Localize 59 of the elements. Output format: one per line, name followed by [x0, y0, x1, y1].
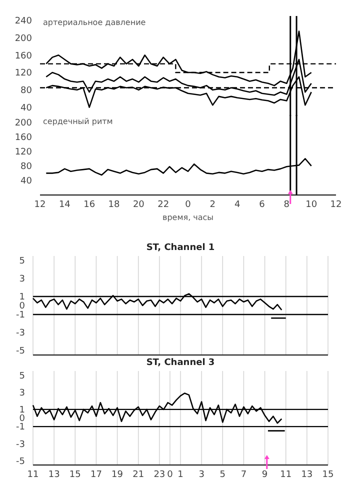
- y-tick-label: 5: [19, 371, 25, 382]
- x-tick-label: 11: [280, 470, 292, 480]
- x-tick-label: 0: [167, 470, 174, 480]
- x-tick-label: 13: [48, 470, 60, 480]
- y-tick-label: 0: [19, 414, 26, 424]
- y-tick-label: -5: [16, 346, 25, 357]
- y-tick-label: 40: [20, 103, 32, 114]
- x-tick-label: 19: [112, 470, 124, 480]
- x-tick-label: 15: [69, 470, 81, 480]
- x-tick-label: 16: [84, 200, 96, 210]
- x-tick-label: 1: [178, 470, 184, 480]
- x-tick-label: 2: [210, 200, 216, 210]
- x-tick-label: 23: [154, 470, 166, 480]
- y-tick-label: 200: [14, 118, 32, 128]
- chart-title: сердечный ритм: [43, 117, 113, 126]
- y-tick-label: 0: [19, 302, 26, 312]
- x-tick-label: 12: [330, 200, 342, 210]
- chart-title: артериальное давление: [43, 18, 146, 27]
- x-tick-label: 22: [158, 200, 170, 210]
- y-tick-label: 240: [14, 16, 32, 26]
- x-tick-label: 20: [132, 200, 145, 210]
- y-tick-label: 120: [14, 148, 32, 158]
- x-tick-label: 17: [90, 470, 102, 480]
- x-tick-label: 15: [322, 470, 334, 480]
- y-tick-label: 80: [20, 86, 32, 96]
- y-tick-label: 3: [19, 388, 25, 399]
- y-tick-label: -3: [16, 440, 25, 450]
- x-tick-label: 8: [284, 200, 290, 210]
- y-tick-label: -3: [16, 328, 25, 339]
- y-tick-label: -1: [16, 422, 25, 433]
- x-tick-label: 6: [259, 200, 266, 210]
- y-tick-label: 200: [14, 34, 32, 44]
- chart-title: ST, Channel 3: [146, 358, 215, 368]
- x-tick-label: 12: [34, 200, 46, 210]
- x-tick-label: 21: [132, 470, 144, 480]
- y-tick-label: 160: [14, 132, 32, 143]
- y-tick-label: 120: [14, 68, 32, 79]
- x-tick-label: 14: [58, 200, 71, 210]
- y-tick-label: 80: [20, 162, 32, 172]
- x-tick-label: 10: [306, 200, 318, 210]
- chart-title: ST, Channel 1: [146, 243, 215, 253]
- x-axis-title: время, часы: [162, 213, 214, 222]
- x-tick-label: 4: [234, 200, 240, 210]
- x-tick-label: 5: [220, 470, 226, 480]
- x-tick-label: 7: [240, 470, 247, 480]
- y-tick-label: 160: [14, 51, 32, 62]
- x-tick-label: 0: [185, 200, 192, 210]
- x-tick-label: 13: [301, 470, 313, 480]
- x-tick-label: 3: [198, 470, 204, 480]
- y-tick-label: 1: [19, 406, 25, 416]
- y-tick-label: 1: [19, 292, 25, 303]
- y-tick-label: -5: [16, 456, 25, 467]
- y-tick-label: 5: [19, 256, 25, 267]
- y-tick-label: -1: [16, 310, 25, 321]
- x-tick-label: 18: [108, 200, 120, 210]
- y-tick-label: 3: [19, 274, 25, 285]
- y-tick-label: 40: [20, 176, 32, 187]
- x-tick-label: 9: [262, 470, 268, 480]
- x-tick-label: 11: [27, 470, 39, 480]
